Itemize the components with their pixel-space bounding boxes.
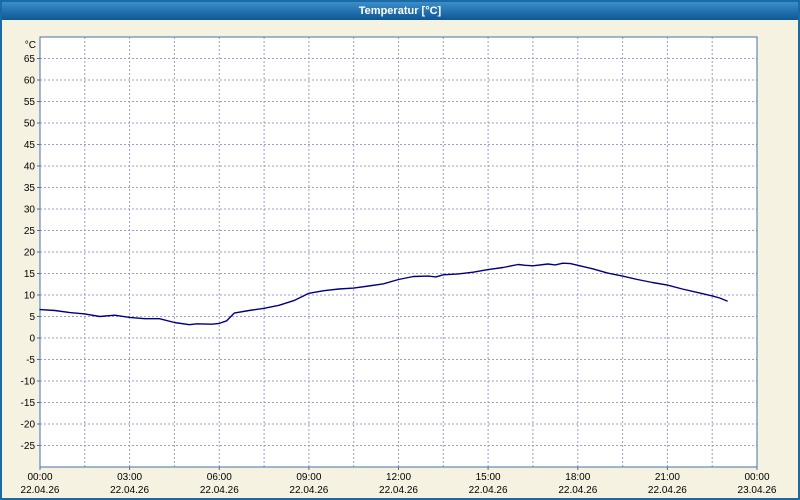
svg-text:60: 60 (24, 76, 36, 87)
window-titlebar: Temperatur [°C] (2, 2, 798, 20)
svg-text:00:00: 00:00 (744, 472, 769, 483)
svg-text:0: 0 (29, 334, 35, 345)
svg-text:65: 65 (24, 54, 36, 65)
svg-text:09:00: 09:00 (296, 472, 321, 483)
temperature-chart: -25 -20 -15 -10 -5 0 5 10 15 20 25 30 35 40 45 50 55 60 65… (21, 36, 777, 496)
svg-text:22.04.26: 22.04.26 (21, 485, 60, 496)
svg-text:10: 10 (24, 291, 36, 302)
svg-text:35: 35 (24, 183, 36, 194)
svg-text:22.04.26: 22.04.26 (469, 485, 508, 496)
svg-text:30: 30 (24, 205, 36, 216)
svg-text:22.04.26: 22.04.26 (110, 485, 149, 496)
svg-text:22.04.26: 22.04.26 (379, 485, 418, 496)
svg-text:-20: -20 (21, 420, 36, 431)
svg-text:45: 45 (24, 140, 36, 151)
svg-text:-15: -15 (21, 398, 36, 409)
svg-text:22.04.26: 22.04.26 (648, 485, 687, 496)
svg-text:55: 55 (24, 97, 36, 108)
svg-text:20: 20 (24, 248, 36, 259)
svg-text:°C: °C (25, 40, 36, 51)
svg-text:5: 5 (29, 312, 35, 323)
svg-text:15:00: 15:00 (476, 472, 501, 483)
svg-text:23.04.26: 23.04.26 (738, 485, 777, 496)
svg-text:12:00: 12:00 (386, 472, 411, 483)
svg-text:22.04.26: 22.04.26 (200, 485, 239, 496)
svg-text:00:00: 00:00 (27, 472, 52, 483)
svg-text:18:00: 18:00 (565, 472, 590, 483)
svg-text:-5: -5 (26, 355, 35, 366)
svg-text:22.04.26: 22.04.26 (289, 485, 328, 496)
svg-text:15: 15 (24, 269, 36, 280)
svg-text:40: 40 (24, 162, 36, 173)
chart-area: -25 -20 -15 -10 -5 0 5 10 15 20 25 30 35 40 45 50 55 60 65… (2, 20, 798, 498)
svg-text:-25: -25 (21, 441, 36, 452)
svg-text:03:00: 03:00 (117, 472, 142, 483)
svg-text:50: 50 (24, 119, 36, 130)
svg-text:25: 25 (24, 226, 36, 237)
svg-text:22.04.26: 22.04.26 (558, 485, 597, 496)
svg-text:21:00: 21:00 (655, 472, 680, 483)
window-title: Temperatur [°C] (358, 5, 442, 17)
svg-text:-10: -10 (21, 377, 36, 388)
svg-text:06:00: 06:00 (207, 472, 232, 483)
